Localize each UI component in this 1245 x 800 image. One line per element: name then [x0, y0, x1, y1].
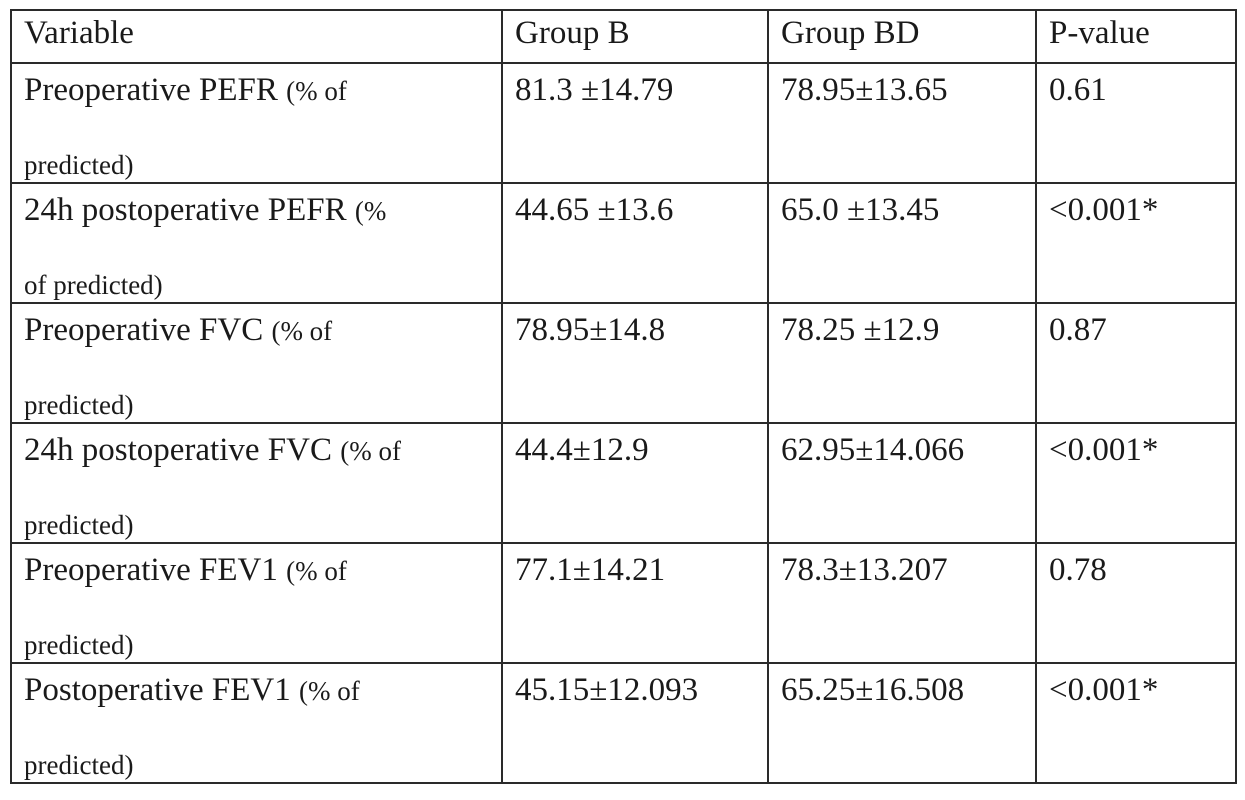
group-bd-value: 65.25±16.508 [767, 662, 1037, 784]
variable-cell: Preoperative FEV1 (% of predicted) [10, 542, 503, 664]
p-value: <0.001* [1035, 182, 1237, 304]
group-bd-value: 65.0 ±13.45 [767, 182, 1037, 304]
variable-name: Preoperative FVC [24, 312, 264, 348]
group-b-value: 78.95±14.8 [501, 302, 769, 424]
table-row: Preoperative FVC (% of predicted) 78.95±14… [10, 302, 1237, 424]
p-value: <0.001* [1035, 662, 1237, 784]
table-header-row: Variable Group B Group BD P-value [10, 9, 1237, 64]
variable-cell: 24h postoperative FVC (% of predicted) [10, 422, 503, 544]
variable-unit-continued: predicted) [24, 510, 134, 540]
variable-unit-continued: of predicted) [24, 270, 163, 300]
header-variable: Variable [10, 9, 503, 64]
variable-unit: (% of [271, 316, 333, 346]
variable-name: Postoperative FEV1 [24, 672, 291, 708]
variable-name: 24h postoperative FVC [24, 432, 332, 468]
variable-name: 24h postoperative PEFR [24, 192, 347, 228]
variable-unit-continued: predicted) [24, 750, 134, 780]
variable-cell: Postoperative FEV1 (% of predicted) [10, 662, 503, 784]
header-p-value: P-value [1035, 9, 1237, 64]
variable-unit: (% of [286, 76, 347, 106]
group-bd-value: 62.95±14.066 [767, 422, 1037, 544]
table-row: 24h postoperative PEFR (% of predicted) 44… [10, 182, 1237, 304]
variable-unit: (% of [286, 556, 347, 586]
header-group-bd: Group BD [767, 9, 1037, 64]
variable-cell: Preoperative FVC (% of predicted) [10, 302, 503, 424]
group-bd-value: 78.25 ±12.9 [767, 302, 1037, 424]
p-value: <0.001* [1035, 422, 1237, 544]
variable-unit-continued: predicted) [24, 390, 134, 420]
group-b-value: 81.3 ±14.79 [501, 62, 769, 184]
variable-unit-continued: predicted) [24, 150, 134, 180]
variable-unit: (% of [298, 676, 360, 706]
results-table: Variable Group B Group BD P-value Preope… [10, 9, 1237, 784]
p-value: 0.78 [1035, 542, 1237, 664]
variable-unit-continued: predicted) [24, 630, 134, 660]
group-b-value: 45.15±12.093 [501, 662, 769, 784]
table-row: Preoperative PEFR (% of predicted) 81.3 ±1… [10, 62, 1237, 184]
group-bd-value: 78.3±13.207 [767, 542, 1037, 664]
variable-name: Preoperative PEFR [24, 72, 278, 108]
variable-unit: (% [354, 196, 387, 226]
p-value: 0.87 [1035, 302, 1237, 424]
group-b-value: 77.1±14.21 [501, 542, 769, 664]
p-value: 0.61 [1035, 62, 1237, 184]
variable-name: Preoperative FEV1 [24, 552, 278, 588]
variable-unit: (% of [340, 436, 401, 466]
group-b-value: 44.65 ±13.6 [501, 182, 769, 304]
table-row: Preoperative FEV1 (% of predicted) 77.1±14… [10, 542, 1237, 664]
table-row: 24h postoperative FVC (% of predicted) 44.… [10, 422, 1237, 544]
group-b-value: 44.4±12.9 [501, 422, 769, 544]
variable-cell: Preoperative PEFR (% of predicted) [10, 62, 503, 184]
variable-cell: 24h postoperative PEFR (% of predicted) [10, 182, 503, 304]
header-group-b: Group B [501, 9, 769, 64]
table-row: Postoperative FEV1 (% of predicted) 45.15±… [10, 662, 1237, 784]
table-body: Variable Group B Group BD P-value Preope… [10, 9, 1237, 784]
group-bd-value: 78.95±13.65 [767, 62, 1037, 184]
